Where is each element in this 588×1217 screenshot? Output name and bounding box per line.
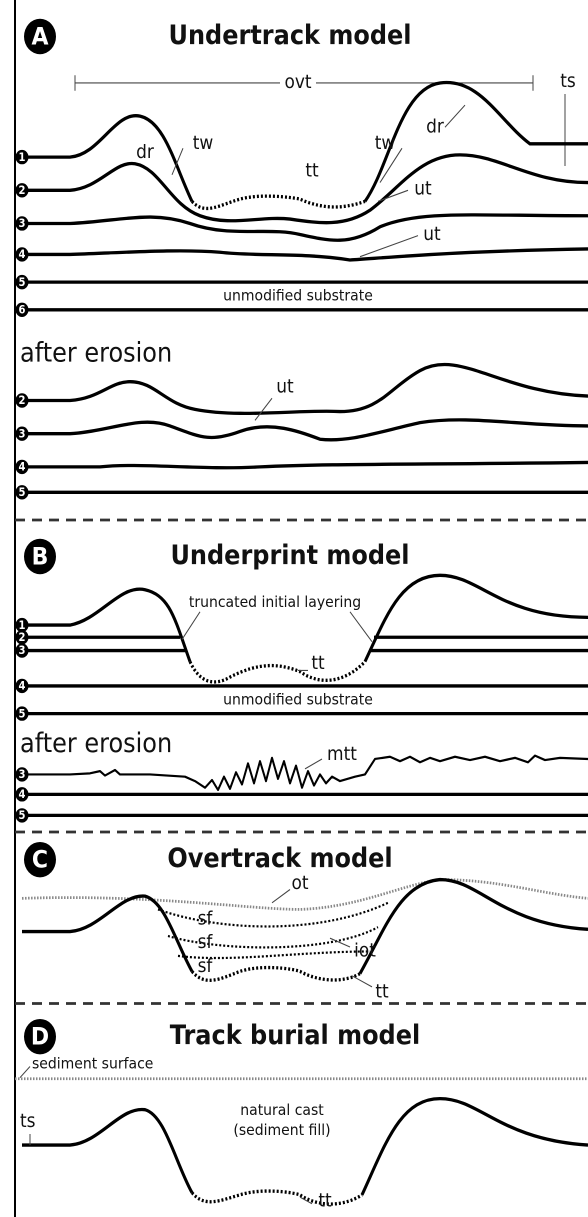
label: tt xyxy=(305,160,318,182)
label: tw xyxy=(375,132,396,154)
layer-number: 5 xyxy=(19,810,26,823)
subtitle: after erosion xyxy=(20,728,172,758)
panel-title: Overtrack model xyxy=(167,843,392,873)
layer-number: 1 xyxy=(19,619,26,632)
layer-number: 3 xyxy=(19,428,26,441)
sediment-fill xyxy=(158,903,388,927)
label: tt xyxy=(375,981,388,1003)
track-surface xyxy=(360,880,588,974)
layer-number: 5 xyxy=(19,487,26,500)
track-surface xyxy=(22,896,192,971)
panel-title: Undertrack model xyxy=(169,20,412,50)
layer-number: 6 xyxy=(19,304,26,317)
layer-number: 3 xyxy=(19,645,26,658)
leader xyxy=(255,398,272,420)
label: truncated initial layering xyxy=(189,594,361,612)
track-floor xyxy=(192,1191,362,1204)
layer-number: 1 xyxy=(19,151,26,164)
label: sf xyxy=(198,908,213,930)
label: tt xyxy=(318,1190,331,1212)
layer-number: 3 xyxy=(19,218,26,231)
layer-number: 2 xyxy=(19,395,26,408)
label: unmodified substrate xyxy=(223,287,373,305)
label: ts xyxy=(20,1110,36,1132)
figure: A Undertrack model ovt ts dr tw tt tw dr… xyxy=(0,0,588,1217)
layer-3 xyxy=(22,420,588,440)
leader xyxy=(305,759,322,769)
page: {"panels": [ {"letter": "A", "title": "U… xyxy=(0,0,588,1217)
layer-number: 4 xyxy=(19,680,26,693)
layer-number: 2 xyxy=(19,185,26,198)
layer-3 xyxy=(22,756,588,790)
subtitle: after erosion xyxy=(20,337,172,367)
label: sediment surface xyxy=(32,1055,153,1073)
layer-2 xyxy=(22,364,588,413)
track-surface xyxy=(362,1099,588,1195)
panel-letter: C xyxy=(32,846,48,874)
label: iot xyxy=(354,940,376,962)
panel-title: Underprint model xyxy=(170,540,409,570)
layer-4 xyxy=(22,462,588,467)
label: ovt xyxy=(284,71,311,93)
label: sf xyxy=(198,955,213,977)
layer-number: 2 xyxy=(19,632,26,645)
layer-number: 3 xyxy=(19,769,26,782)
label: ts xyxy=(560,70,576,92)
track-surface xyxy=(22,1109,192,1192)
panel-letter: A xyxy=(31,22,48,50)
label: dr xyxy=(136,141,154,163)
track-floor xyxy=(190,662,365,682)
label: ut xyxy=(423,223,440,245)
track-floor xyxy=(192,968,360,981)
panel-letter: B xyxy=(32,542,49,570)
label: dr xyxy=(426,116,444,138)
leader xyxy=(272,890,372,987)
label: ut xyxy=(276,376,293,398)
layer-number: 4 xyxy=(19,789,26,802)
layer-1 xyxy=(365,575,588,661)
layer-number: 5 xyxy=(19,276,26,289)
label: sf xyxy=(198,931,213,953)
panel-title: Track burial model xyxy=(170,1020,420,1050)
layer-number: 4 xyxy=(19,249,26,262)
layer-4 xyxy=(22,249,588,260)
layer-number: 4 xyxy=(19,461,26,474)
label: mtt xyxy=(327,743,357,765)
label: tt xyxy=(311,652,324,674)
leader xyxy=(20,1067,30,1078)
label: tw xyxy=(193,132,214,154)
label: (sediment fill) xyxy=(233,1121,330,1139)
label: ut xyxy=(414,178,431,200)
leader xyxy=(182,612,372,671)
label: ot xyxy=(291,872,308,894)
layer-number: 5 xyxy=(19,708,26,721)
label: unmodified substrate xyxy=(223,691,373,709)
track-floor xyxy=(192,196,365,208)
layer-3 xyxy=(22,215,588,240)
panel-letter: D xyxy=(31,1023,49,1051)
label: natural cast xyxy=(240,1101,324,1119)
